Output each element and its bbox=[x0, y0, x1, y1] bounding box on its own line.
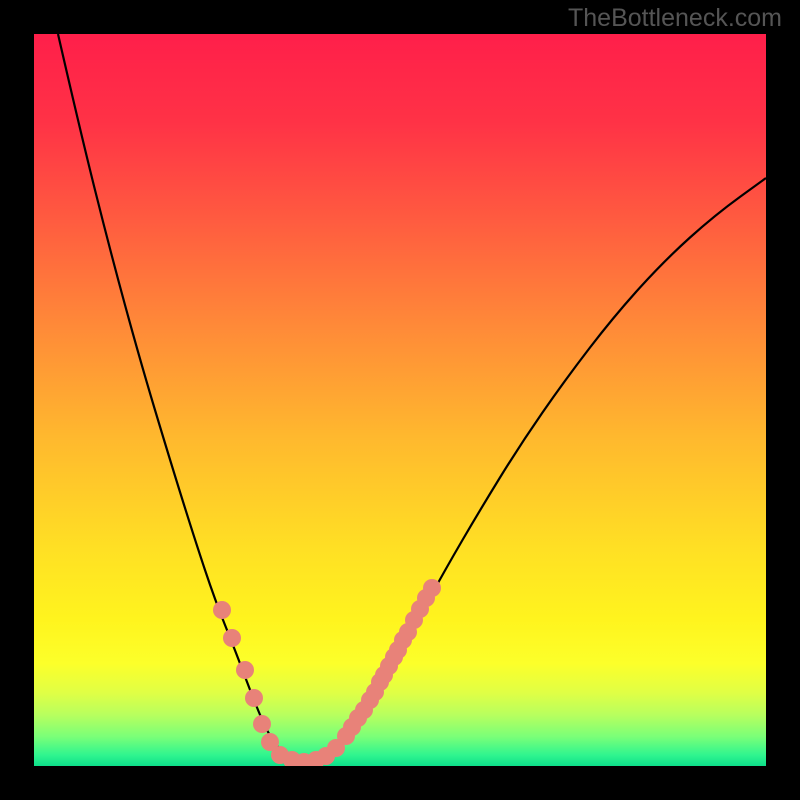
scatter-point bbox=[423, 579, 441, 597]
scatter-point bbox=[245, 689, 263, 707]
scatter-point bbox=[253, 715, 271, 733]
bottleneck-chart bbox=[0, 0, 800, 800]
scatter-point bbox=[223, 629, 241, 647]
watermark-text: TheBottleneck.com bbox=[568, 4, 782, 33]
scatter-point bbox=[236, 661, 254, 679]
scatter-point bbox=[213, 601, 231, 619]
